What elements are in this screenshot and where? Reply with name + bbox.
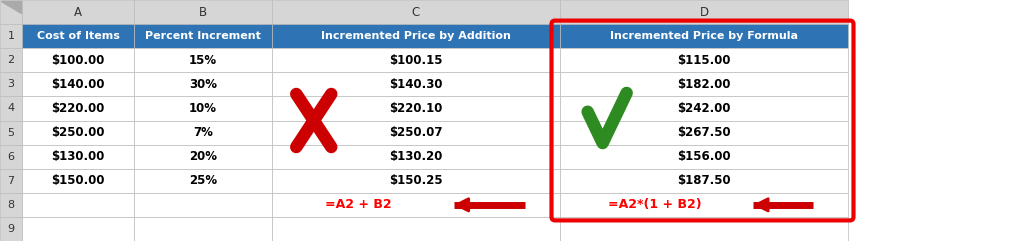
Bar <box>272 48 560 72</box>
Bar <box>272 120 560 145</box>
Bar <box>22 145 134 169</box>
Bar <box>134 72 272 96</box>
Bar <box>560 120 848 145</box>
Bar <box>0 169 22 193</box>
Bar <box>22 0 134 24</box>
Bar <box>0 0 22 24</box>
Bar <box>22 96 134 120</box>
Text: $100.15: $100.15 <box>389 54 442 67</box>
Text: $187.50: $187.50 <box>677 174 731 187</box>
Text: $130.20: $130.20 <box>389 150 442 163</box>
Text: $150.00: $150.00 <box>51 174 104 187</box>
Text: 20%: 20% <box>189 150 217 163</box>
Bar <box>560 96 848 120</box>
Bar <box>560 169 848 193</box>
Bar <box>134 145 272 169</box>
Text: $156.00: $156.00 <box>677 150 731 163</box>
Text: Cost of Items: Cost of Items <box>37 31 120 41</box>
Bar <box>560 193 848 217</box>
Bar <box>22 193 134 217</box>
Text: 25%: 25% <box>189 174 217 187</box>
Text: 3: 3 <box>7 79 14 89</box>
Text: A: A <box>74 6 82 19</box>
Bar <box>22 169 134 193</box>
Text: $182.00: $182.00 <box>677 78 731 91</box>
Text: 10%: 10% <box>189 102 217 115</box>
Text: 15%: 15% <box>189 54 217 67</box>
Bar <box>0 145 22 169</box>
Text: 1: 1 <box>7 31 14 41</box>
Text: 30%: 30% <box>189 78 217 91</box>
Polygon shape <box>1 1 22 13</box>
Bar <box>560 217 848 241</box>
Bar <box>0 24 22 48</box>
Text: Incremented Price by Formula: Incremented Price by Formula <box>610 31 798 41</box>
Text: 9: 9 <box>7 224 14 234</box>
Text: 2: 2 <box>7 55 14 65</box>
Bar <box>134 24 272 48</box>
Text: Incremented Price by Addition: Incremented Price by Addition <box>322 31 511 41</box>
Text: D: D <box>699 6 709 19</box>
Bar <box>0 193 22 217</box>
Bar <box>134 0 272 24</box>
Bar <box>134 96 272 120</box>
Text: =A2 + B2: =A2 + B2 <box>325 198 392 211</box>
Bar <box>560 48 848 72</box>
Bar <box>272 193 560 217</box>
Text: 8: 8 <box>7 200 14 210</box>
Bar <box>560 145 848 169</box>
Bar <box>134 48 272 72</box>
Text: $115.00: $115.00 <box>677 54 731 67</box>
Bar <box>134 217 272 241</box>
Text: $220.10: $220.10 <box>389 102 442 115</box>
Bar <box>272 217 560 241</box>
Text: =A2*(1 + B2): =A2*(1 + B2) <box>608 198 701 211</box>
Text: 5: 5 <box>7 127 14 138</box>
Text: $250.07: $250.07 <box>389 126 442 139</box>
Bar <box>272 24 560 48</box>
Text: $140.30: $140.30 <box>389 78 442 91</box>
Bar <box>22 24 134 48</box>
Text: 4: 4 <box>7 103 14 114</box>
Text: $150.25: $150.25 <box>389 174 442 187</box>
Bar <box>22 120 134 145</box>
Bar <box>0 72 22 96</box>
Text: $242.00: $242.00 <box>677 102 731 115</box>
Text: $267.50: $267.50 <box>677 126 731 139</box>
Bar <box>0 48 22 72</box>
Bar <box>272 0 560 24</box>
Bar <box>272 96 560 120</box>
Text: $220.00: $220.00 <box>51 102 104 115</box>
Bar <box>272 145 560 169</box>
Bar <box>0 217 22 241</box>
Bar <box>22 72 134 96</box>
Text: $130.00: $130.00 <box>51 150 104 163</box>
Text: C: C <box>412 6 420 19</box>
Text: $250.00: $250.00 <box>51 126 104 139</box>
Bar <box>0 96 22 120</box>
Bar <box>134 169 272 193</box>
Bar <box>22 217 134 241</box>
Text: Percent Increment: Percent Increment <box>145 31 261 41</box>
Text: B: B <box>199 6 207 19</box>
Bar <box>0 120 22 145</box>
Bar <box>560 0 848 24</box>
Bar <box>272 72 560 96</box>
Text: 6: 6 <box>7 152 14 162</box>
Text: 7: 7 <box>7 176 14 186</box>
Text: $140.00: $140.00 <box>51 78 104 91</box>
Bar <box>134 193 272 217</box>
Bar <box>134 120 272 145</box>
Bar <box>272 169 560 193</box>
Text: 7%: 7% <box>194 126 213 139</box>
Bar <box>560 72 848 96</box>
Bar <box>560 24 848 48</box>
Text: $100.00: $100.00 <box>51 54 104 67</box>
Bar <box>22 48 134 72</box>
